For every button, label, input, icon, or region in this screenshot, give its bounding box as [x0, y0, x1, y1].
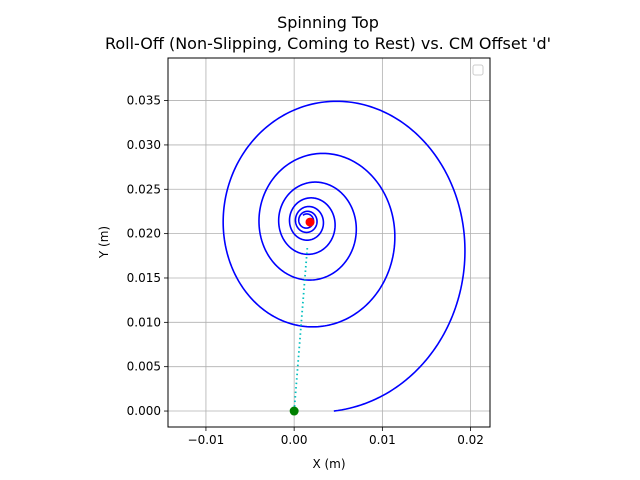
y-axis-label: Y (m): [97, 226, 111, 259]
tick-layer: −0.01 0.00 0.01 0.02 0.000 0.005 0.010 0.015 0.0…: [127, 94, 484, 447]
plot-frame: [167, 57, 491, 428]
x-tick-label: 0.00: [281, 433, 308, 447]
chart-title: Spinning Top: [277, 13, 379, 32]
end-point-marker: [305, 217, 315, 227]
y-tick-label: 0.005: [127, 360, 161, 374]
y-tick-label: 0.010: [127, 315, 161, 329]
y-tick-label: 0.035: [127, 94, 161, 108]
x-axis-label: X (m): [312, 457, 345, 471]
start-point-marker: [289, 406, 299, 416]
x-tick-label: 0.01: [369, 433, 396, 447]
chart-subtitle: Roll-Off (Non-Slipping, Coming to Rest) …: [105, 34, 551, 53]
x-tick-label: 0.02: [457, 433, 484, 447]
cm-offset-dotted-line: [293, 246, 309, 412]
y-tick-label: 0.000: [127, 404, 161, 418]
y-tick-label: 0.030: [127, 138, 161, 152]
y-tick-label: 0.025: [127, 182, 161, 196]
plot-layer: [222, 100, 466, 416]
x-tick-label: −0.01: [188, 433, 225, 447]
y-tick-label: 0.020: [127, 227, 161, 241]
legend-box: [472, 64, 484, 76]
spiral-trajectory-line: [222, 100, 466, 412]
grid-layer: [168, 58, 490, 427]
y-tick-label: 0.015: [127, 271, 161, 285]
